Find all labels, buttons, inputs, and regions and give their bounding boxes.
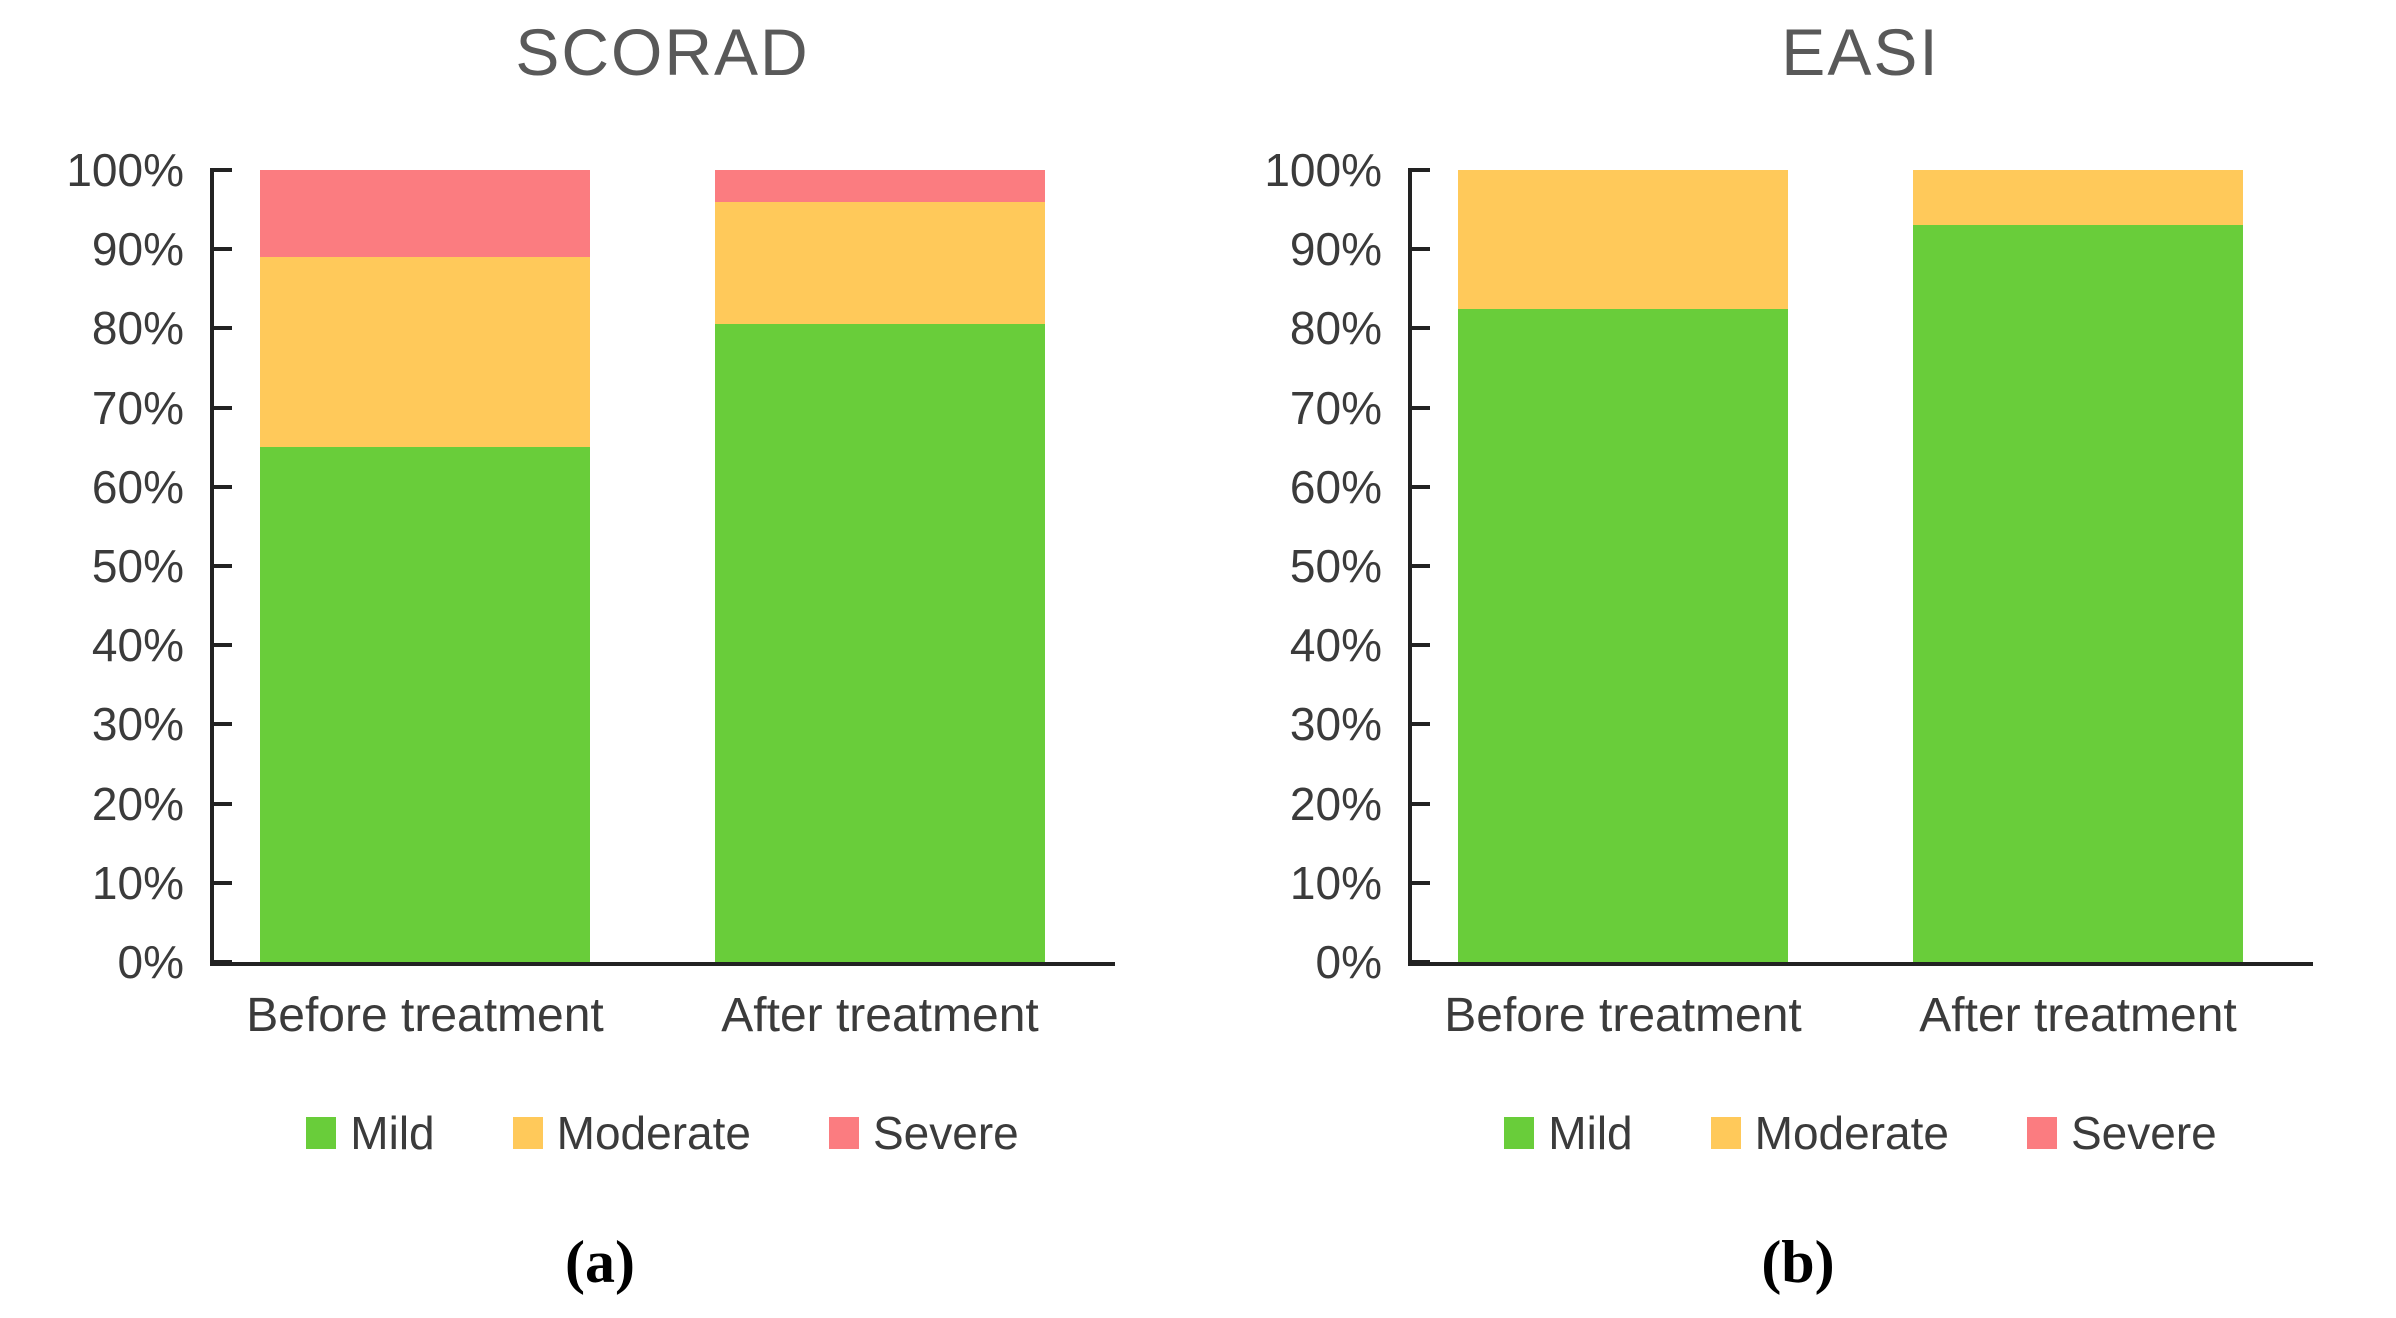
bar-segment-mild [1458, 308, 1788, 962]
y-axis-tick-mark [210, 722, 232, 727]
y-axis-tick-mark [1408, 484, 1430, 489]
y-axis-tick-label: 80% [91, 302, 184, 355]
y-axis-tick-label: 30% [1289, 698, 1382, 751]
y-axis-tick-mark [210, 643, 232, 648]
y-axis-tick-label: 0% [1315, 936, 1382, 988]
bar-segment-severe [260, 170, 590, 258]
subfigure-caption-a: (a) [565, 1229, 635, 1295]
legend-label: Moderate [556, 1107, 751, 1159]
scorad-chart-panel: SCORAD (a) 0% 10% 20% 30% 40% 50% 60% 70% 80% 90%… [66, 15, 1115, 1295]
y-axis-tick-mark [1408, 643, 1430, 648]
x-axis-line [210, 962, 1115, 966]
bar-segment-severe [715, 170, 1045, 202]
legend: Mild Moderate Severe [210, 1106, 1115, 1160]
legend-item-mild: Mild [306, 1106, 435, 1160]
y-axis-tick-label: 60% [1289, 460, 1382, 513]
y-axis-tick-mark [210, 405, 232, 410]
legend-item-mild: Mild [1504, 1106, 1633, 1160]
y-axis-tick-label: 10% [91, 856, 184, 909]
y-axis-tick-label: 50% [91, 540, 184, 592]
legend-swatch-moderate [512, 1117, 543, 1149]
legend-swatch-mild [1504, 1117, 1535, 1149]
y-axis-tick-label: 100% [66, 144, 184, 196]
y-axis-tick-label: 70% [1289, 381, 1382, 434]
bar-segment-moderate [1458, 170, 1788, 309]
y-axis-tick-label: 70% [91, 381, 184, 434]
y-axis-tick-mark [210, 564, 232, 568]
y-axis-tick-mark [1408, 564, 1430, 568]
legend: Mild Moderate Severe [1408, 1106, 2313, 1160]
legend-swatch-severe [2026, 1117, 2057, 1149]
bar-segment-moderate [1913, 170, 2243, 226]
y-axis-tick-label: 20% [91, 777, 184, 830]
legend-label: Moderate [1754, 1107, 1949, 1159]
y-axis-line [210, 168, 214, 966]
y-axis-tick-label: 0% [117, 936, 184, 988]
y-axis-tick-mark [1408, 880, 1430, 885]
legend-label: Severe [2070, 1107, 2217, 1159]
y-axis-tick-mark [1408, 247, 1430, 252]
legend-item-moderate: Moderate [512, 1106, 751, 1160]
y-axis-tick-mark [210, 880, 232, 885]
y-axis-tick-label: 20% [1289, 777, 1382, 830]
legend-swatch-mild [306, 1117, 337, 1149]
y-axis-tick-label: 90% [91, 223, 184, 276]
legend-label: Mild [1548, 1107, 1633, 1159]
y-axis-tick-mark [210, 326, 232, 331]
y-axis-tick-label: 100% [1264, 144, 1382, 196]
legend-label: Severe [872, 1107, 1019, 1159]
y-axis-tick-mark [1408, 168, 1430, 172]
chart-title-scorad: SCORAD [515, 15, 810, 89]
y-axis-tick-label: 80% [1289, 302, 1382, 355]
y-axis-tick-mark [1408, 801, 1430, 806]
y-axis-tick-label: 60% [91, 460, 184, 513]
legend-swatch-moderate [1710, 1117, 1741, 1149]
legend-item-severe: Severe [2026, 1106, 2217, 1160]
y-axis-tick-mark [1408, 405, 1430, 410]
legend-label: Mild [350, 1107, 435, 1159]
y-axis-tick-label: 50% [1289, 540, 1382, 592]
x-axis-category-label: After treatment [721, 989, 1039, 1042]
bar-segment-mild [1913, 225, 2243, 962]
subfigure-caption-b: (b) [1761, 1229, 1835, 1295]
bar-segment-mild [715, 324, 1045, 962]
y-axis-tick-label: 10% [1289, 856, 1382, 909]
x-axis-category-label: After treatment [1919, 989, 2237, 1042]
bar-segment-moderate [260, 257, 590, 448]
y-axis-tick-label: 40% [91, 619, 184, 672]
bar-segment-moderate [715, 201, 1045, 325]
y-axis-tick-mark [210, 801, 232, 806]
y-axis-tick-label: 30% [91, 698, 184, 751]
legend-item-moderate: Moderate [1710, 1106, 1949, 1160]
y-axis-tick-mark [1408, 722, 1430, 727]
x-axis-line [1408, 962, 2313, 966]
y-axis-tick-mark [210, 484, 232, 489]
easi-chart-panel: EASI (b) 0% 10% 20% 30% 40% 50% 60% 70% 80% 90% 10… [1198, 0, 2396, 1318]
y-axis-tick-label: 90% [1289, 223, 1382, 276]
x-axis-category-label: Before treatment [1444, 989, 1802, 1042]
bar-segment-mild [260, 447, 590, 962]
chart-title-easi: EASI [1781, 15, 1940, 89]
y-axis-tick-mark [210, 168, 232, 172]
y-axis-tick-label: 40% [1289, 619, 1382, 672]
x-axis-category-label: Before treatment [246, 989, 604, 1042]
legend-item-severe: Severe [828, 1106, 1019, 1160]
y-axis-tick-mark [210, 247, 232, 252]
y-axis-tick-mark [1408, 326, 1430, 331]
y-axis-line [1408, 168, 1412, 966]
legend-swatch-severe [828, 1117, 859, 1149]
